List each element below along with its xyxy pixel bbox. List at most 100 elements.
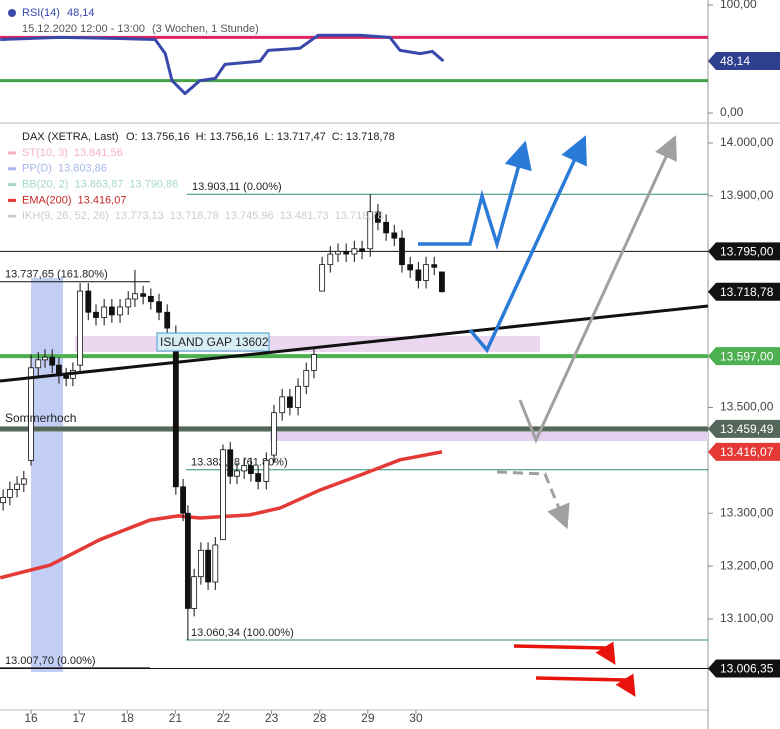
legend-label: RSI(14) xyxy=(22,7,60,19)
price-label-bg xyxy=(708,442,780,461)
forecast-arrow xyxy=(518,135,677,444)
price-label-bg xyxy=(708,659,780,678)
forecast-arrow xyxy=(418,140,532,251)
ohlc-label: H: 13.756,16 xyxy=(196,131,259,143)
candle-body xyxy=(14,483,20,490)
drawings xyxy=(0,135,709,697)
ohlc-label: C: 13.718,78 xyxy=(332,131,395,143)
legend-label: IKH(9, 26, 52, 26) xyxy=(22,210,109,222)
candle-body xyxy=(132,293,138,300)
legend: DAX (XETRA, Last) O: 13.756,16 H: 13.756,1… xyxy=(8,131,395,222)
candle-body xyxy=(184,512,191,609)
ohlc-label: O: 13.756,16 xyxy=(126,131,190,143)
candle-body xyxy=(383,221,390,234)
candle-body xyxy=(399,237,405,266)
candle-body xyxy=(117,306,123,316)
y-tick-label: 13.900,00 xyxy=(720,188,774,202)
period: (3 Wochen, 1 Stunde) xyxy=(152,23,259,35)
legend-label: ST(10, 3) xyxy=(22,147,68,159)
rsi-line xyxy=(0,33,445,96)
legend-value: 13.803,86 xyxy=(58,163,107,175)
x-tick-label: 16 xyxy=(24,711,38,725)
candle-body xyxy=(220,449,226,541)
candle-body xyxy=(63,375,70,379)
candle-body xyxy=(156,301,162,313)
x-tick-label: 21 xyxy=(169,711,183,725)
candle-body xyxy=(6,489,13,498)
candle-body xyxy=(140,293,147,297)
candle-body xyxy=(423,264,429,281)
forecast-arrow xyxy=(496,470,570,530)
candle-body xyxy=(227,449,234,477)
legend-value: 13.841,56 xyxy=(74,147,123,159)
x-tick-label: 28 xyxy=(313,711,327,725)
candle-body xyxy=(234,470,240,477)
legend-label: PP(D) xyxy=(22,163,52,175)
price-axis: 100,00 0,00 48,14 14.000,00 13.900,00 13.500,… xyxy=(708,0,780,678)
fib-label: 13.060,34 (100.00%) xyxy=(191,627,294,639)
x-tick-label: 23 xyxy=(265,711,279,725)
candle-body xyxy=(77,290,84,366)
y-tick-label: 13.100,00 xyxy=(720,611,774,625)
fib-label: 13.903,11 (0.00%) xyxy=(192,181,282,193)
legend-swatch xyxy=(8,9,16,17)
y-tick-label: 13.300,00 xyxy=(720,505,774,519)
candle-body xyxy=(367,211,374,250)
y-tick-label: 13.200,00 xyxy=(720,558,774,572)
annotation-text: ISLAND GAP 13602 xyxy=(160,335,269,349)
x-tick-label: 30 xyxy=(409,711,423,725)
candle-body xyxy=(42,356,48,361)
legend-label: EMA(200) xyxy=(22,194,72,206)
legend-value: 13.773,13 xyxy=(115,210,164,222)
candle-body xyxy=(147,295,154,303)
legend-swatch xyxy=(8,183,16,187)
candle-body xyxy=(20,478,27,485)
x-tick-label: 22 xyxy=(217,711,231,725)
legend-value: 13.790,86 xyxy=(129,179,178,191)
price-label-bg xyxy=(708,347,780,366)
legend-swatch xyxy=(8,198,16,202)
candle-body xyxy=(172,332,179,488)
ohlc-label: L: 13.717,47 xyxy=(265,131,326,143)
price-label: 13.597,00 xyxy=(720,349,774,363)
candle-body xyxy=(248,465,254,474)
y-tick-label: 14.000,00 xyxy=(720,135,774,149)
price-label: 13.718,78 xyxy=(720,285,774,299)
candle-body xyxy=(335,251,341,255)
candle-body xyxy=(439,271,445,293)
fib-label: 13.007,70 (0.00%) xyxy=(5,655,96,667)
candle-body xyxy=(359,248,365,252)
x-tick-label: 29 xyxy=(361,711,375,725)
legend-value: 13.416,07 xyxy=(78,194,127,206)
y-tick-label: 13.500,00 xyxy=(720,400,774,414)
legend-value: 48,14 xyxy=(67,7,95,19)
candle-body xyxy=(327,253,334,266)
chart-title: DAX (XETRA, Last) xyxy=(22,131,119,143)
candle-body xyxy=(271,412,277,456)
candle-body xyxy=(197,549,204,578)
x-tick-label: 18 xyxy=(121,711,135,725)
candle-body xyxy=(295,385,301,408)
candle-body xyxy=(241,465,248,472)
fib-label: 13.382,28 (61.80%) xyxy=(191,457,288,469)
legend-value: 13.718,78 xyxy=(170,210,219,222)
candle-body xyxy=(351,248,358,255)
rsi-plot: RSI(14) 48,14 15.12.2020 12:00 - 13:00 (3 W… xyxy=(0,7,708,96)
candle-body xyxy=(101,306,108,318)
legend-value: 13.481,73 xyxy=(280,210,329,222)
price-label: 13.006,35 xyxy=(720,662,774,676)
subtitle: 15.12.2020 12:00 - 13:00 xyxy=(22,23,145,35)
highlight-band xyxy=(31,278,63,672)
fib-label: 13.737,65 (161.80%) xyxy=(5,269,108,281)
price-label-bg xyxy=(708,419,780,438)
legend-value: 13.863,87 xyxy=(74,179,123,191)
forecast-arrow xyxy=(468,135,587,354)
candle-body xyxy=(191,576,198,609)
candle-body xyxy=(28,367,34,461)
price-label-bg xyxy=(708,282,780,301)
legend-swatch xyxy=(8,151,16,155)
candle-body xyxy=(319,264,326,292)
legend-swatch xyxy=(8,167,16,171)
